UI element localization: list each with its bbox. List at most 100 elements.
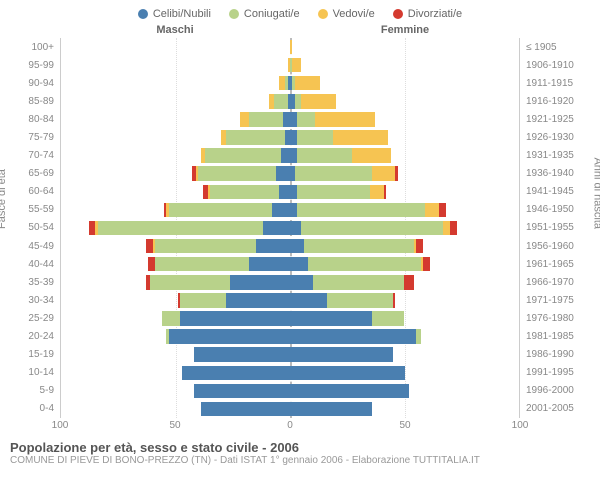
age-label: 15-19 [10,346,54,364]
age-label: 80-84 [10,110,54,128]
birth-label: 1951-1955 [526,219,590,237]
birth-label: 1971-1975 [526,291,590,309]
bar-segment [416,239,423,253]
bar-segment [297,112,315,126]
column-headers: Maschi Femmine [10,24,590,38]
bar-segment [443,221,450,235]
bar-segment [180,293,226,307]
birth-label: 1926-1930 [526,128,590,146]
bar-segment [180,311,290,325]
bar-segment [263,221,290,235]
y-axis-title-right: Anni di nascita [592,157,600,229]
age-label: 55-59 [10,201,54,219]
bar-segment [226,130,286,144]
x-axis: 100 50 0 50 100 [10,418,590,434]
legend-swatch [393,9,403,19]
header-male: Maschi [60,24,290,36]
x-tick: 100 [512,420,529,431]
bar-segment [295,166,373,180]
bar-segment [384,185,386,199]
bar-segment [290,293,327,307]
birth-label: 1906-1910 [526,56,590,74]
pyramid-row [61,92,519,110]
age-label: 85-89 [10,92,54,110]
age-label: 45-49 [10,237,54,255]
birth-label: 1936-1940 [526,165,590,183]
bar-segment [290,112,297,126]
x-tick: 50 [169,420,180,431]
age-label: 20-24 [10,328,54,346]
age-label: 70-74 [10,147,54,165]
legend-item: Celibi/Nubili [138,8,211,20]
birth-label: 1966-1970 [526,273,590,291]
bar-segment [162,311,180,325]
x-tick: 50 [399,420,410,431]
birth-label: 1911-1915 [526,74,590,92]
bar-segment [297,130,334,144]
age-label: 0-4 [10,400,54,418]
chart-subtitle: COMUNE DI PIEVE DI BONO-PREZZO (TN) - Da… [10,455,590,466]
age-label: 95-99 [10,56,54,74]
bar-segment [150,275,230,289]
pyramid-row [61,328,519,346]
bar-segment [290,347,393,361]
pyramid-row [61,346,519,364]
bar-segment [370,185,384,199]
pyramid-row [61,364,519,382]
bar-segment [182,366,290,380]
x-tick: 0 [287,420,293,431]
legend-item: Vedovi/e [318,8,375,20]
bar-segment [425,203,439,217]
pyramid-row [61,382,519,400]
legend-swatch [229,9,239,19]
bar-segment [439,203,446,217]
bar-segment [279,76,286,90]
birth-label: 1921-1925 [526,110,590,128]
legend-item: Coniugati/e [229,8,300,20]
bar-segment [169,203,272,217]
bar-segment [423,257,430,271]
bar-segment [155,239,256,253]
legend-label: Vedovi/e [333,8,375,20]
age-label: 30-34 [10,291,54,309]
bar-segment [148,257,155,271]
bar-segment [201,402,290,416]
x-tick: 100 [52,420,69,431]
pyramid-row [61,400,519,418]
pyramid-row [61,165,519,183]
bar-segment [313,275,405,289]
legend: Celibi/NubiliConiugati/eVedovi/eDivorzia… [0,0,600,24]
birth-label: 1981-1985 [526,328,590,346]
bar-segment [290,311,372,325]
bar-segment [249,112,283,126]
age-label: 50-54 [10,219,54,237]
bar-segment [290,148,297,162]
bar-segment [210,185,279,199]
bar-segment [169,329,290,343]
pyramid-row [61,147,519,165]
bar-segment [304,239,414,253]
age-label: 100+ [10,38,54,56]
bar-segment [146,239,153,253]
bar-segment [290,221,301,235]
bar-segment [395,166,397,180]
bar-segment [450,221,457,235]
age-label: 65-69 [10,165,54,183]
bar-segment [290,275,313,289]
bar-segment [297,203,425,217]
pyramid-row [61,183,519,201]
birth-label: 2001-2005 [526,400,590,418]
birth-label: 1976-1980 [526,309,590,327]
age-label: 35-39 [10,273,54,291]
chart-title: Popolazione per età, sesso e stato civil… [10,440,590,455]
legend-label: Celibi/Nubili [153,8,211,20]
pyramid-row [61,255,519,273]
plot-area [60,38,520,418]
birth-label: ≤ 1905 [526,38,590,56]
bar-segment [297,185,370,199]
birth-label: 1991-1995 [526,364,590,382]
bar-segment [276,166,290,180]
age-label: 40-44 [10,255,54,273]
y-axis-title-left: Fasce di età [0,169,8,229]
bar-segment [327,293,393,307]
